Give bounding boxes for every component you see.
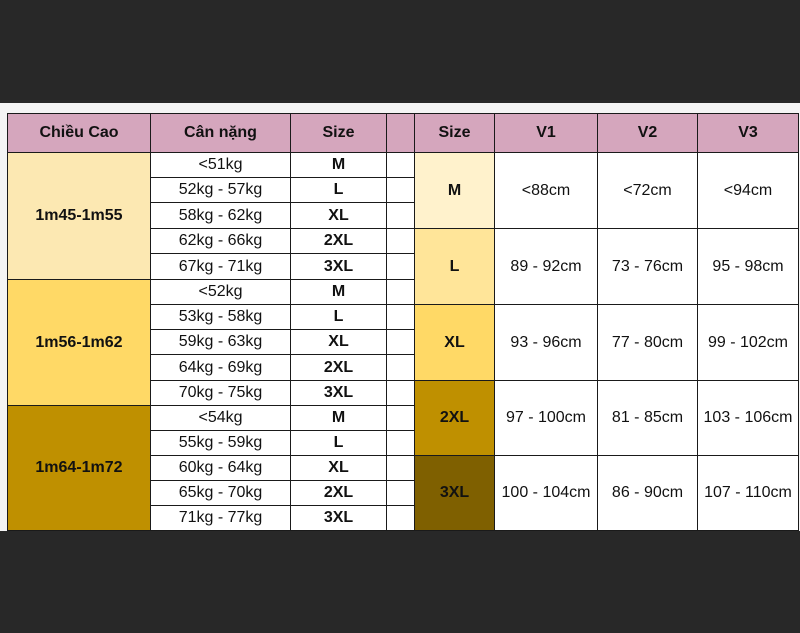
v2-cell: 86 - 90cm bbox=[597, 455, 698, 531]
size-cell: 3XL bbox=[290, 505, 387, 531]
weight-cell: 58kg - 62kg bbox=[150, 202, 291, 229]
v1-cell: 93 - 96cm bbox=[494, 304, 598, 381]
weight-cell: 53kg - 58kg bbox=[150, 304, 291, 330]
size-cell: 2XL bbox=[290, 354, 387, 381]
v2-cell: 77 - 80cm bbox=[597, 304, 698, 381]
spacer-cell bbox=[386, 480, 415, 506]
size-cell: XL bbox=[290, 329, 387, 355]
spacer-cell bbox=[386, 279, 415, 305]
size-cell: 3XL bbox=[290, 380, 387, 406]
weight-cell: 55kg - 59kg bbox=[150, 430, 291, 456]
weight-cell: 70kg - 75kg bbox=[150, 380, 291, 406]
spacer-cell bbox=[386, 152, 415, 178]
v1-cell: 100 - 104cm bbox=[494, 455, 598, 531]
spacer-cell bbox=[386, 354, 415, 381]
spacer-cell bbox=[386, 202, 415, 229]
v1-cell: <88cm bbox=[494, 152, 598, 229]
weight-cell: 67kg - 71kg bbox=[150, 253, 291, 280]
weight-cell: <51kg bbox=[150, 152, 291, 178]
size-cell: M bbox=[290, 152, 387, 178]
spacer-cell bbox=[386, 329, 415, 355]
v3-cell: <94cm bbox=[697, 152, 799, 229]
header-height: Chiều Cao bbox=[7, 113, 151, 153]
header-v3: V3 bbox=[697, 113, 799, 153]
header-size-left: Size bbox=[290, 113, 387, 153]
v1-cell: 97 - 100cm bbox=[494, 380, 598, 456]
measure-size-cell: 2XL bbox=[414, 380, 495, 456]
size-chart-sheet: Chiều Cao Cân nặng Size Size V1 V2 V3 1m… bbox=[0, 103, 800, 531]
v3-cell: 103 - 106cm bbox=[697, 380, 799, 456]
v2-cell: <72cm bbox=[597, 152, 698, 229]
size-cell: 3XL bbox=[290, 253, 387, 280]
spacer-cell bbox=[386, 505, 415, 531]
header-v1: V1 bbox=[494, 113, 598, 153]
size-cell: XL bbox=[290, 455, 387, 481]
measure-size-cell: L bbox=[414, 228, 495, 305]
size-cell: M bbox=[290, 279, 387, 305]
v2-cell: 81 - 85cm bbox=[597, 380, 698, 456]
header-spacer bbox=[386, 113, 415, 153]
size-cell: 2XL bbox=[290, 228, 387, 254]
measure-size-cell: M bbox=[414, 152, 495, 229]
size-cell: L bbox=[290, 304, 387, 330]
weight-cell: 64kg - 69kg bbox=[150, 354, 291, 381]
spacer-cell bbox=[386, 177, 415, 203]
spacer-cell bbox=[386, 228, 415, 254]
measure-size-cell: XL bbox=[414, 304, 495, 381]
measure-size-cell: 3XL bbox=[414, 455, 495, 531]
header-v2: V2 bbox=[597, 113, 698, 153]
weight-cell: 59kg - 63kg bbox=[150, 329, 291, 355]
spacer-cell bbox=[386, 380, 415, 406]
v3-cell: 99 - 102cm bbox=[697, 304, 799, 381]
size-cell: L bbox=[290, 177, 387, 203]
header-weight: Cân nặng bbox=[150, 113, 291, 153]
weight-cell: 71kg - 77kg bbox=[150, 505, 291, 531]
size-cell: M bbox=[290, 405, 387, 431]
height-group-cell: 1m64-1m72 bbox=[7, 405, 151, 531]
weight-cell: 52kg - 57kg bbox=[150, 177, 291, 203]
height-group-cell: 1m56-1m62 bbox=[7, 279, 151, 406]
weight-cell: 60kg - 64kg bbox=[150, 455, 291, 481]
spacer-cell bbox=[386, 304, 415, 330]
weight-cell: 65kg - 70kg bbox=[150, 480, 291, 506]
v2-cell: 73 - 76cm bbox=[597, 228, 698, 305]
spacer-cell bbox=[386, 253, 415, 280]
size-cell: 2XL bbox=[290, 480, 387, 506]
size-cell: L bbox=[290, 430, 387, 456]
spacer-cell bbox=[386, 430, 415, 456]
header-size-right: Size bbox=[414, 113, 495, 153]
v1-cell: 89 - 92cm bbox=[494, 228, 598, 305]
weight-cell: <52kg bbox=[150, 279, 291, 305]
spacer-cell bbox=[386, 405, 415, 431]
v3-cell: 95 - 98cm bbox=[697, 228, 799, 305]
v3-cell: 107 - 110cm bbox=[697, 455, 799, 531]
spacer-cell bbox=[386, 455, 415, 481]
weight-cell: 62kg - 66kg bbox=[150, 228, 291, 254]
height-group-cell: 1m45-1m55 bbox=[7, 152, 151, 280]
size-cell: XL bbox=[290, 202, 387, 229]
weight-cell: <54kg bbox=[150, 405, 291, 431]
